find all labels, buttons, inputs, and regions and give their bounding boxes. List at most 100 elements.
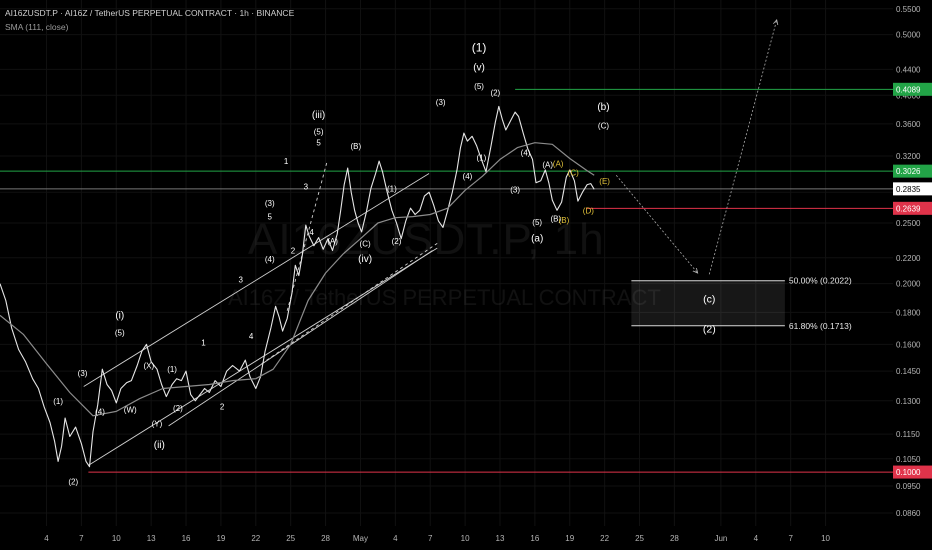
wave-label: (1) <box>167 365 177 374</box>
wave-label: 4 <box>249 332 254 341</box>
price-tick-label: 0.3200 <box>896 152 921 161</box>
time-tick-label: May <box>353 534 368 543</box>
price-badge-label: 0.2639 <box>896 204 921 213</box>
fib-label-618: 61.80% (0.1713) <box>789 321 852 331</box>
wave-label: (v) <box>473 63 485 74</box>
channel-line <box>168 250 433 427</box>
time-tick-label: 4 <box>44 534 49 543</box>
wave-label: (D) <box>583 206 594 215</box>
price-badge <box>893 201 932 215</box>
wave-label: (3) <box>510 185 520 194</box>
wave-label: 2 <box>291 246 296 255</box>
wave-label: (2) <box>68 478 78 487</box>
wave-label: 4 <box>309 228 314 237</box>
wave-label: (C) <box>360 239 371 248</box>
wave-label: (5) <box>314 128 324 137</box>
wave-label: (i) <box>115 310 124 321</box>
wave-label: 1 <box>201 339 206 348</box>
wave-label: (2) <box>392 237 402 246</box>
channel-line <box>83 173 430 387</box>
time-tick-label: 7 <box>788 534 793 543</box>
trend-channels[interactable] <box>83 162 438 466</box>
price-tick-label: 0.1450 <box>896 367 921 376</box>
fib-retracement-box[interactable]: 50.00% (0.2022) 61.80% (0.1713) (c) (2) <box>631 276 852 336</box>
wave-label: (4) <box>463 172 473 181</box>
price-line <box>0 105 595 468</box>
price-tick-label: 0.1300 <box>896 397 921 406</box>
time-tick-label: 13 <box>496 534 505 543</box>
projection-arrow <box>708 20 776 275</box>
price-tick-label: 0.5000 <box>896 31 921 40</box>
wave-label: (2) <box>490 89 500 98</box>
wave-label: (1) <box>387 184 397 193</box>
channel-line <box>88 247 438 466</box>
channel-line <box>286 162 328 311</box>
wave-label: 2 <box>220 403 225 412</box>
price-axis[interactable]: 0.55000.50000.44000.40000.36000.32000.28… <box>893 0 932 550</box>
wave-label: 1 <box>284 157 289 166</box>
wave-label: (1) <box>472 41 487 55</box>
wave-label: (4) <box>95 407 105 416</box>
wave-label: (ii) <box>154 440 165 451</box>
wave-label: (3) <box>78 369 88 378</box>
fib-wave-label: (2) <box>703 324 716 336</box>
time-tick-label: 22 <box>251 534 260 543</box>
time-tick-label: 19 <box>216 534 225 543</box>
projection-arrows[interactable] <box>615 20 776 275</box>
wave-label: (1) <box>53 397 63 406</box>
indicator-legend[interactable]: SMA (111, close) <box>5 22 69 32</box>
time-tick-label: 13 <box>147 534 156 543</box>
wave-label: (C) <box>598 121 609 130</box>
grid <box>0 0 893 526</box>
wave-label: (B) <box>559 216 570 225</box>
price-badge <box>893 182 932 196</box>
wave-label: (5) <box>474 82 484 91</box>
horizontal-levels <box>0 88 893 473</box>
time-tick-label: 4 <box>754 534 759 543</box>
wave-label: (iv) <box>358 254 372 265</box>
wave-label: 3 <box>304 182 309 191</box>
price-tick-label: 0.4400 <box>896 65 921 74</box>
time-tick-label: 25 <box>635 534 644 543</box>
wave-label: (W) <box>124 405 137 414</box>
fib-label-50: 50.00% (0.2022) <box>789 276 852 286</box>
wave-label: 5 <box>268 213 273 222</box>
price-tick-label: 0.2500 <box>896 219 921 228</box>
wave-label: (3) <box>436 98 446 107</box>
price-badge <box>893 465 932 479</box>
time-tick-label: 4 <box>393 534 398 543</box>
time-axis-bg <box>0 526 932 550</box>
symbol-header[interactable]: AI16ZUSDT.P · AI16Z / TetherUS PERPETUAL… <box>5 8 295 18</box>
wave-label: (4) <box>265 255 275 264</box>
wave-label: 5 <box>316 139 321 148</box>
time-tick-label: 25 <box>286 534 295 543</box>
wave-label: (X) <box>143 362 154 371</box>
fib-zone <box>631 280 785 326</box>
wave-label: (C) <box>568 169 579 178</box>
sma-line <box>0 142 595 417</box>
price-tick-label: 0.1150 <box>896 430 920 439</box>
wave-labels: (1)(v)(5)(2)(3)(1)(4)(4)(3)(5)(a)(A)(B)(… <box>53 41 610 487</box>
price-badge-label: 0.3026 <box>896 167 921 176</box>
watermark-description: AI16Z / TetherUS PERPETUAL CONTRACT <box>228 285 661 310</box>
price-badge <box>893 164 932 178</box>
wave-label: (5) <box>532 218 542 227</box>
series-lines <box>0 105 595 468</box>
price-badge-label: 0.2835 <box>896 185 921 194</box>
fib-wave-label: (c) <box>703 293 715 305</box>
time-tick-label: 19 <box>565 534 574 543</box>
wave-label: (2) <box>173 404 183 413</box>
wave-label: (iii) <box>312 110 325 121</box>
time-tick-label: 16 <box>182 534 191 543</box>
time-tick-label: 10 <box>821 534 830 543</box>
wave-label: (4) <box>521 149 531 158</box>
time-axis[interactable]: 4 7 10 13 16 19 22 25 28 May 4 7 10 13 16 19 22 25 28 Jun 4 7… <box>0 526 932 550</box>
wave-label: (E) <box>599 177 610 186</box>
price-tick-label: 0.1050 <box>896 455 921 464</box>
time-tick-label: 10 <box>461 534 470 543</box>
price-tick-label: 0.2000 <box>896 280 921 289</box>
wave-label: (A) <box>553 160 564 169</box>
time-tick-label: 22 <box>600 534 609 543</box>
price-tick-label: 0.5500 <box>896 5 921 14</box>
